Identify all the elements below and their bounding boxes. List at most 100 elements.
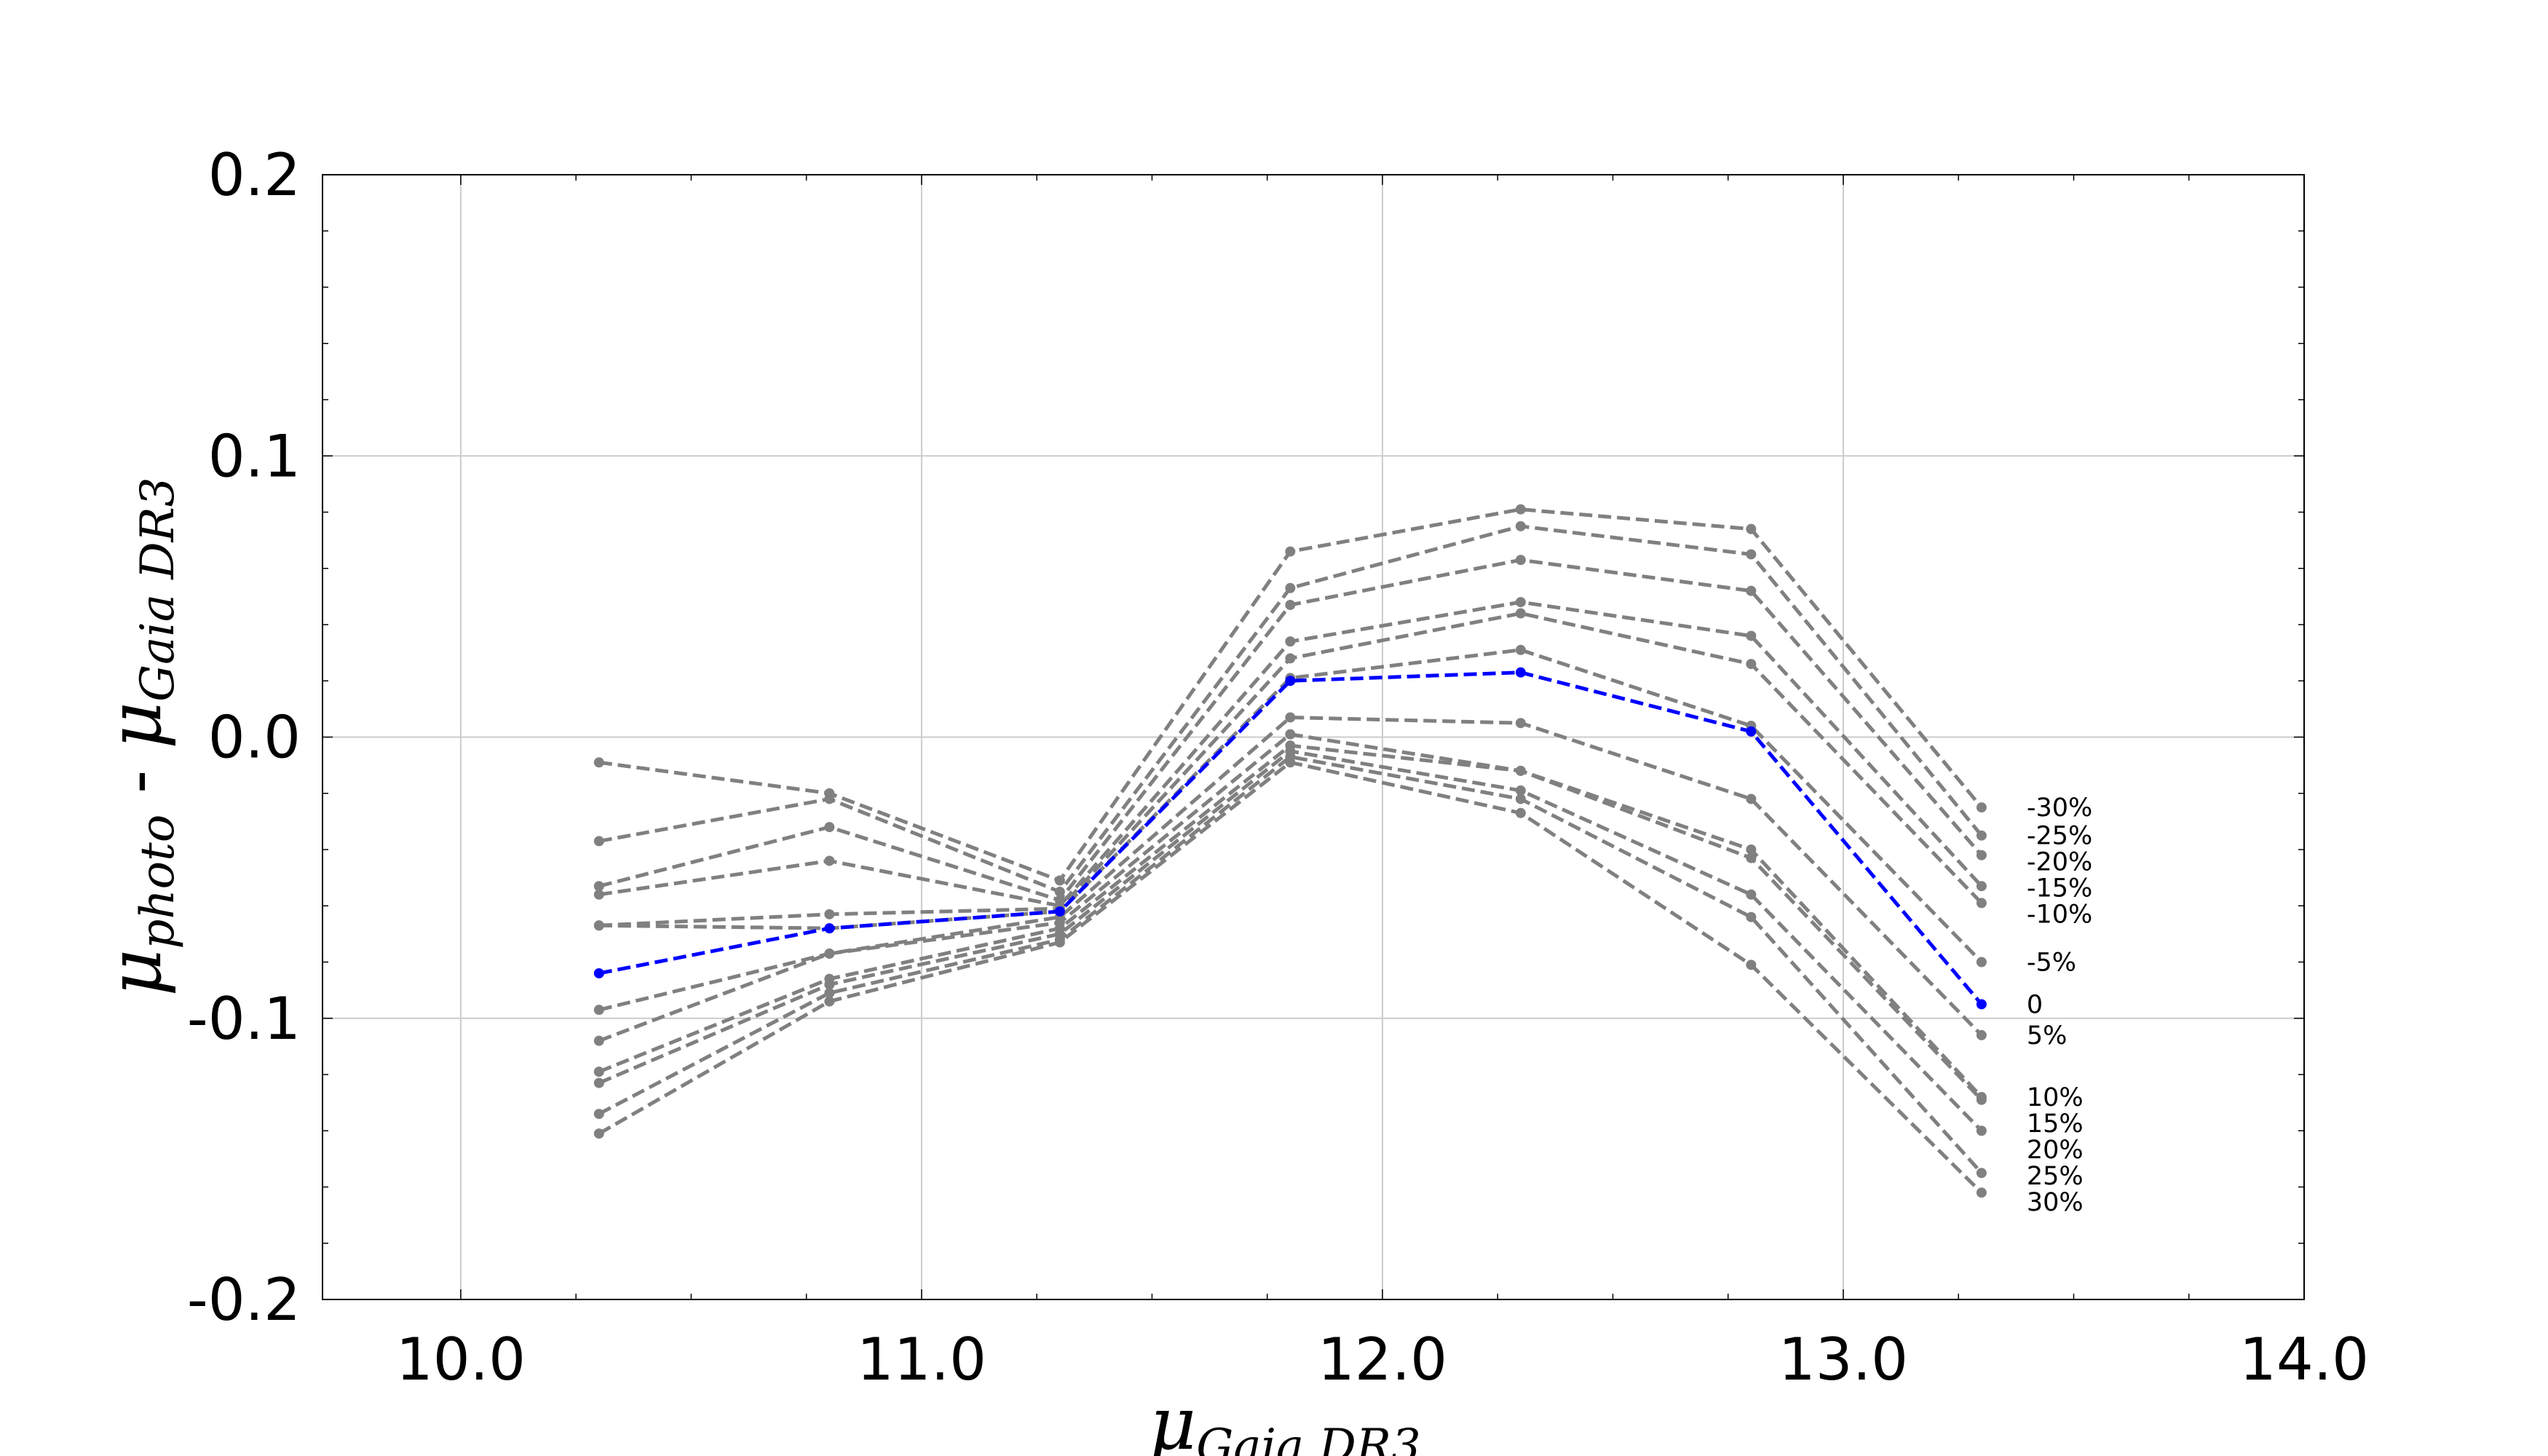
data-point (1515, 765, 1526, 776)
data-point (1976, 850, 1987, 860)
data-point (1976, 898, 1987, 909)
data-point (1976, 1125, 1987, 1136)
series-end-label: 25% (2027, 1162, 2084, 1191)
data-point (1746, 960, 1757, 970)
y-axis-label: μphoto - μGaia DR3 (92, 477, 185, 996)
data-point (593, 757, 604, 768)
data-point (1515, 597, 1526, 608)
series-end-label: -10% (2027, 901, 2092, 930)
x-tick-label: 10.0 (396, 1326, 526, 1393)
data-point (1746, 844, 1757, 855)
series-end-label: 5% (2027, 1021, 2068, 1051)
data-point (593, 1035, 604, 1046)
data-point (824, 948, 835, 959)
data-point (824, 855, 835, 866)
data-point (1054, 937, 1065, 948)
series-end-label: -25% (2027, 822, 2092, 851)
data-point (1285, 676, 1296, 687)
data-point (1746, 889, 1757, 900)
series-end-label: -30% (2027, 794, 2092, 823)
data-point (1285, 729, 1296, 740)
y-tick-label: -0.2 (187, 1266, 301, 1334)
data-point (824, 923, 835, 934)
data-point (1976, 830, 1987, 841)
data-point (1976, 1187, 1987, 1198)
series-end-label: -5% (2027, 949, 2076, 978)
series-end-label: 10% (2027, 1083, 2084, 1112)
series-end-label: -20% (2027, 848, 2092, 877)
data-point (1285, 712, 1296, 723)
series-labels: -30%-25%-20%-15%-10% -5% 05% 10%15%20%25%30… (2027, 794, 2092, 1217)
data-point (1746, 911, 1757, 922)
data-point (824, 987, 835, 998)
data-point (824, 979, 835, 990)
data-point (593, 836, 604, 847)
data-point (1054, 875, 1065, 886)
series-end-label: 20% (2027, 1136, 2084, 1165)
x-tick-label: 11.0 (857, 1326, 986, 1393)
data-point (1515, 785, 1526, 796)
series-end-label: -15% (2027, 874, 2092, 903)
y-tick-label: 0.2 (208, 141, 301, 209)
data-point (593, 968, 604, 978)
series-end-label: 15% (2027, 1109, 2084, 1139)
plot-frame (322, 174, 2305, 1300)
data-point (1746, 659, 1757, 670)
data-point (1515, 521, 1526, 531)
data-point (1285, 582, 1296, 593)
data-point (1746, 585, 1757, 596)
data-point (593, 1005, 604, 1016)
data-point (1515, 807, 1526, 818)
y-tick-label: 0.0 (208, 704, 301, 772)
data-point (1976, 1029, 1987, 1040)
y-tick-label: 0.1 (208, 422, 301, 490)
data-point (1976, 802, 1987, 813)
data-point (1746, 852, 1757, 863)
data-point (1515, 555, 1526, 566)
y-tick-label: -0.1 (187, 985, 301, 1053)
data-point (1285, 599, 1296, 610)
data-point (593, 1109, 604, 1120)
data-point (1285, 757, 1296, 768)
data-point (824, 794, 835, 804)
data-point (593, 1067, 604, 1077)
series-end-label: 30% (2027, 1188, 2084, 1217)
data-point (1515, 667, 1526, 678)
data-point (593, 889, 604, 900)
data-point (1285, 653, 1296, 664)
data-point (1515, 608, 1526, 619)
data-point (1746, 794, 1757, 804)
series-end-label: 0 (2027, 990, 2043, 1019)
x-tick-label: 14.0 (2239, 1326, 2369, 1393)
data-point (1976, 957, 1987, 968)
data-point (1054, 906, 1065, 917)
data-point (1285, 636, 1296, 647)
data-point (1515, 644, 1526, 655)
data-point (1746, 549, 1757, 560)
data-point (1976, 881, 1987, 892)
data-point (593, 1128, 604, 1139)
data-point (1976, 999, 1987, 1010)
data-point (593, 920, 604, 931)
data-point (1976, 1094, 1987, 1105)
data-point (593, 1077, 604, 1088)
data-point (1746, 523, 1757, 534)
axis-ticks: 10.0 11.0 12.0 13.0 14.0 -0.2 -0.1 0.0 0.1 0.2 (187, 141, 2369, 1393)
x-tick-label: 13.0 (1779, 1326, 1908, 1393)
data-point (1285, 546, 1296, 557)
data-point (593, 881, 604, 892)
data-point (824, 996, 835, 1007)
data-point (1515, 504, 1526, 515)
data-point (1515, 718, 1526, 729)
series-lines (593, 504, 1987, 1198)
data-point (1746, 630, 1757, 641)
data-point (824, 909, 835, 919)
data-point (1976, 1168, 1987, 1179)
x-axis-label: μGaia DR3 (1149, 1381, 1420, 1456)
data-point (1746, 726, 1757, 737)
data-point (824, 822, 835, 833)
data-point (1515, 794, 1526, 804)
x-tick-label: 12.0 (1318, 1326, 1447, 1393)
